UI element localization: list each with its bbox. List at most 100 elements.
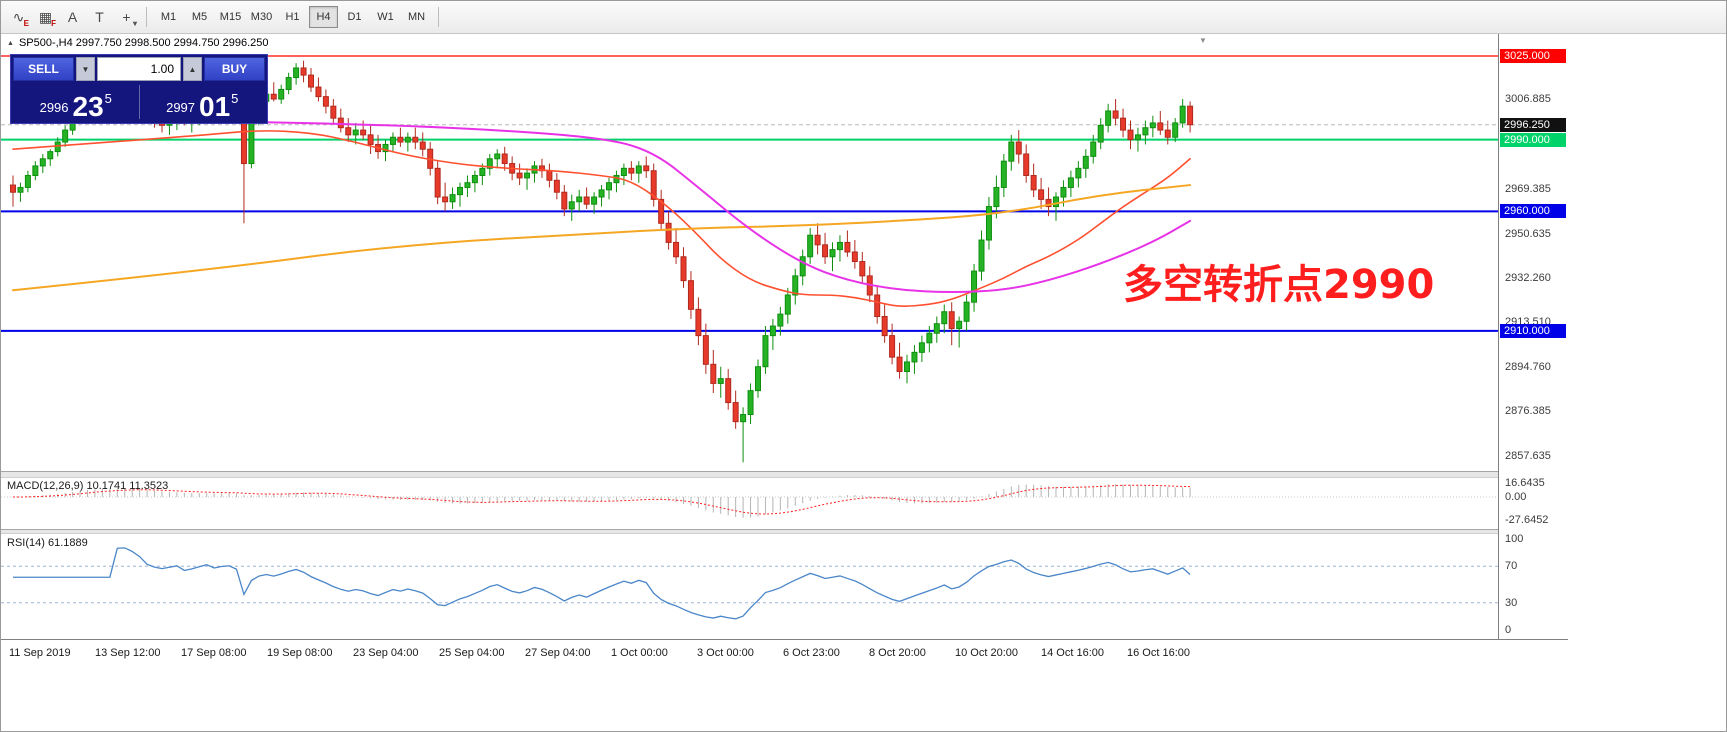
time-axis[interactable]: 11 Sep 2019 13 Sep 12:00 17 Sep 08:00 19 Se… xyxy=(1,639,1568,667)
grid-icon-badge: F xyxy=(51,19,56,28)
one-click-trading-panel: SELL ▼ ▲ BUY 2996 23 5 2997 01 5 xyxy=(10,54,268,124)
toolbar-tools: ∿ E ▦ F A T + ▾ xyxy=(5,5,140,29)
price-axis-badge: 2910.000 xyxy=(1500,323,1566,338)
rsi-axis-label: 70 xyxy=(1505,560,1518,573)
timeframe-mn[interactable]: MN xyxy=(407,11,426,23)
time-axis-label: 13 Sep 12:00 xyxy=(95,647,161,659)
timeframe-m30[interactable]: M30 xyxy=(250,11,273,23)
macd-pane[interactable] xyxy=(1,478,1498,529)
rsi-axis-label: 30 xyxy=(1505,596,1518,609)
ma-medium xyxy=(12,184,1192,292)
time-axis-label: 17 Sep 08:00 xyxy=(181,647,247,659)
macd-label: MACD(12,26,9) 10.1741 11.3523 xyxy=(7,480,169,492)
macd-axis-label: 0.00 xyxy=(1505,491,1527,503)
time-axis-label: 6 Oct 23:00 xyxy=(783,647,840,659)
panel-divider[interactable] xyxy=(1,529,1568,534)
bid-pips: 23 xyxy=(72,90,104,122)
timeframe-w1[interactable]: W1 xyxy=(377,11,394,23)
time-axis-label: 14 Oct 16:00 xyxy=(1041,647,1104,659)
chart-annotation[interactable]: 多空转折点2990 xyxy=(1123,262,1435,308)
price-axis-badge: 2990.000 xyxy=(1500,132,1566,147)
indicators-icon-glyph: ∿ xyxy=(12,9,25,25)
toolbar-separator xyxy=(146,7,147,27)
timeframe-m15[interactable]: M15 xyxy=(219,11,242,23)
panel-divider[interactable] xyxy=(1,471,1568,478)
price-axis-label: 2932.260 xyxy=(1505,271,1551,284)
grid-icon[interactable]: ▦ F xyxy=(32,5,59,29)
macd-signal-line xyxy=(12,484,1191,515)
price-axis-label: 2894.760 xyxy=(1505,361,1551,374)
macd-histogram xyxy=(19,484,1191,518)
symbol-ohlc-text: SP500-,H4 2997.750 2998.500 2994.750 299… xyxy=(18,37,269,49)
ask-integer: 2997 xyxy=(166,100,196,115)
crosshair-icon[interactable]: + ▾ xyxy=(113,5,140,29)
text-label-icon-glyph: A xyxy=(67,9,78,25)
price-axis-badge: 3025.000 xyxy=(1500,49,1566,63)
time-axis-label: 25 Sep 04:00 xyxy=(439,647,505,659)
price-chart[interactable] xyxy=(1,34,1498,471)
price-axis-label: 2969.385 xyxy=(1505,182,1551,195)
time-axis-label: 3 Oct 00:00 xyxy=(697,647,754,659)
time-axis-label: 8 Oct 20:00 xyxy=(869,647,926,659)
timeframe-m5[interactable]: M5 xyxy=(191,11,208,23)
trade-prices-row: 2996 23 5 2997 01 5 xyxy=(13,82,265,122)
timeframe-m1[interactable]: M1 xyxy=(160,11,177,23)
price-axis-label: 3006.885 xyxy=(1505,93,1551,106)
price-axis-label: 2876.385 xyxy=(1505,405,1551,418)
toolbar-separator-2 xyxy=(438,7,439,27)
volume-input[interactable] xyxy=(97,57,181,81)
timeframe-h1[interactable]: H1 xyxy=(285,11,300,23)
text-box-icon-glyph: T xyxy=(95,9,104,25)
toolbar: ∿ E ▦ F A T + ▾ M1 M5 M15 M30 H1 H4 D1 W1 MN xyxy=(1,1,1726,34)
volume-dropdown[interactable]: ▼ xyxy=(76,57,95,81)
trade-controls-row: SELL ▼ ▲ BUY xyxy=(13,57,265,81)
price-axis[interactable]: 3006.885 2969.385 2950.635 2932.260 2913.510… xyxy=(1498,34,1568,639)
price-axis-label: 2857.635 xyxy=(1505,450,1551,462)
time-axis-label: 1 Oct 00:00 xyxy=(611,647,668,659)
chart-area: ▲ SP500-,H4 2997.750 2998.500 2994.750 2… xyxy=(1,34,1568,667)
time-axis-label: 10 Oct 20:00 xyxy=(955,647,1018,659)
volume-spinner[interactable]: ▲ xyxy=(183,57,202,81)
timeframe-bar: M1 M5 M15 M30 H1 H4 D1 W1 MN xyxy=(153,6,432,28)
buy-button[interactable]: BUY xyxy=(204,57,265,81)
grid-icon-glyph: ▦ xyxy=(38,9,53,25)
indicators-icon[interactable]: ∿ E xyxy=(5,5,32,29)
text-box-icon[interactable]: T xyxy=(86,5,113,29)
price-axis-badge: 2960.000 xyxy=(1500,204,1566,219)
price-axis-label: 2950.635 xyxy=(1505,227,1551,240)
crosshair-icon-badge: ▾ xyxy=(132,19,137,28)
bid-fraction: 5 xyxy=(104,91,112,106)
crosshair-icon-glyph: + xyxy=(122,9,131,25)
rsi-axis-label: 100 xyxy=(1505,533,1524,545)
ma-slow xyxy=(12,117,1192,294)
rsi-label: RSI(14) 61.1889 xyxy=(7,537,88,549)
ask-pips: 01 xyxy=(199,90,231,122)
rsi-line xyxy=(13,547,1191,620)
time-axis-label: 11 Sep 2019 xyxy=(9,647,71,659)
chart-shift-marker[interactable]: ▼ xyxy=(1199,36,1207,45)
collapse-panel-icon[interactable]: ▲ xyxy=(7,39,14,47)
ask-fraction: 5 xyxy=(231,91,239,106)
time-axis-label: 19 Sep 08:00 xyxy=(267,647,333,659)
text-label-icon[interactable]: A xyxy=(59,5,86,29)
sell-button[interactable]: SELL xyxy=(13,57,74,81)
price-axis-badge: 2996.250 xyxy=(1500,117,1566,132)
macd-axis-label: 16.6435 xyxy=(1505,477,1545,490)
rsi-pane[interactable] xyxy=(1,534,1498,639)
bid-integer: 2996 xyxy=(39,100,69,115)
indicators-icon-badge: E xyxy=(23,19,29,28)
time-axis-label: 16 Oct 16:00 xyxy=(1127,647,1190,659)
time-axis-label: 27 Sep 04:00 xyxy=(525,647,591,659)
time-axis-label: 23 Sep 04:00 xyxy=(353,647,419,659)
timeframe-h4[interactable]: H4 xyxy=(309,6,338,28)
timeframe-d1[interactable]: D1 xyxy=(347,11,362,23)
rsi-axis-label: 0 xyxy=(1505,624,1512,636)
ma-fast xyxy=(12,130,1191,307)
bid-price: 2996 23 5 xyxy=(13,82,139,122)
candles xyxy=(10,60,1194,463)
macd-axis-label: -27.6452 xyxy=(1505,514,1549,527)
symbol-info: ▲ SP500-,H4 2997.750 2998.500 2994.750 2… xyxy=(7,37,269,49)
ask-price: 2997 01 5 xyxy=(140,82,266,122)
bid-ask-divider xyxy=(138,85,140,119)
